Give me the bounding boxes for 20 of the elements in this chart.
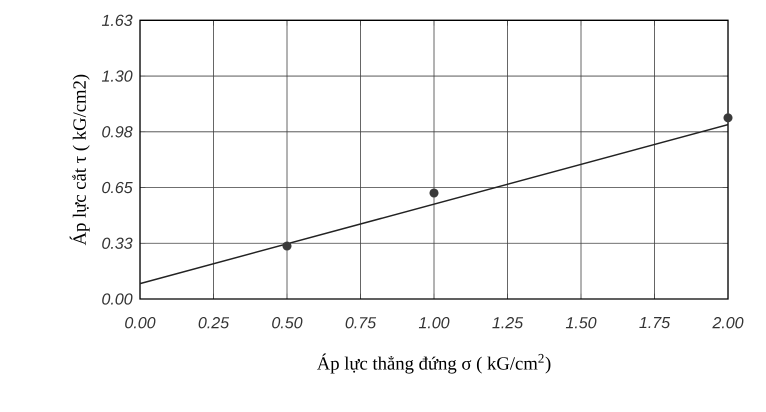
y-tick-label: 0.33	[102, 238, 132, 249]
x-tick-label: 1.75	[639, 317, 670, 328]
x-tick-label: 0.50	[272, 317, 302, 328]
y-tick-label: 1.30	[102, 70, 132, 82]
point	[282, 241, 292, 251]
point	[723, 113, 733, 122]
y-tick-label: 0.65	[102, 182, 133, 194]
x-tick-label: 0.25	[198, 317, 230, 328]
y-axis-title: Áp lực cắt τ ( kG/cm2)	[70, 74, 90, 246]
point	[429, 188, 439, 198]
x-tick-label: 0.00	[125, 317, 156, 328]
x-tick-label: 1.25	[492, 317, 524, 328]
y-tick-label: 0.98	[102, 126, 133, 138]
x-axis-title: Áp lực thẳng đứng σ ( kG/cm$^{2}$)	[316, 354, 550, 374]
y-tick-label: 0.00	[102, 293, 132, 305]
x-tick-label: 1.50	[566, 317, 596, 328]
y-tick-label: 1.63	[102, 14, 132, 26]
x-tick-label: 0.75	[346, 317, 376, 328]
x-tick-label: 1.00	[418, 317, 450, 328]
x-tick-label: 2.00	[712, 317, 744, 328]
